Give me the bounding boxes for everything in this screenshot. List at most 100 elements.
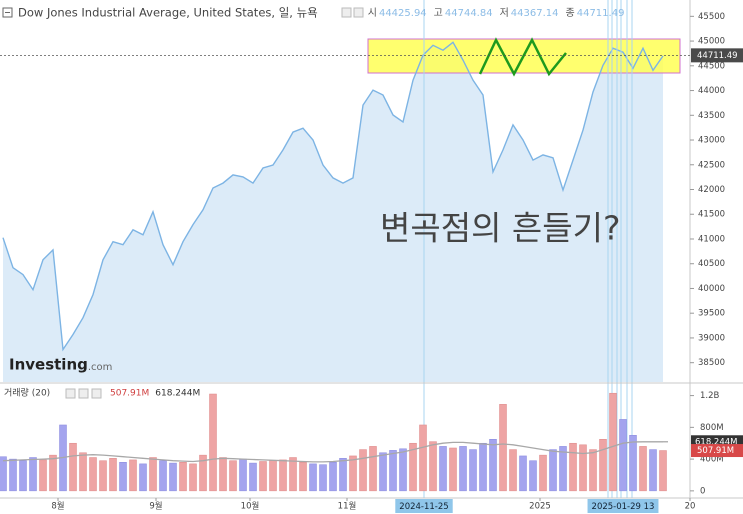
y-tick-label: 40500 xyxy=(698,259,725,269)
volume-bar xyxy=(359,449,367,492)
y-tick-label: 1.2B xyxy=(700,391,720,401)
y-tick-label: 0 xyxy=(700,486,705,496)
ohlc-value: 44425.94 xyxy=(379,8,427,19)
close-icon[interactable] xyxy=(353,7,364,18)
zigzag-annotation xyxy=(478,37,567,77)
volume-bar xyxy=(639,446,647,492)
volume-bar xyxy=(479,442,487,492)
volume-bar xyxy=(39,459,47,492)
x-tick-label: 11월 xyxy=(338,501,357,512)
volume-bar xyxy=(579,444,587,492)
volume-bar xyxy=(299,462,307,492)
volume-ma-line xyxy=(2,441,663,463)
logo: Investing xyxy=(9,356,88,374)
volume-bar xyxy=(509,449,517,492)
volume-bar xyxy=(69,442,77,492)
volume-value-box xyxy=(691,444,743,458)
volume-bar xyxy=(249,462,257,492)
volume-bar xyxy=(19,460,27,492)
volume-bar xyxy=(129,459,137,492)
chart-title: Dow Jones Industrial Average, United Sta… xyxy=(18,6,318,20)
volume-ma-last: 618.244M xyxy=(155,389,200,399)
volume-bar xyxy=(99,460,107,492)
volume-bar xyxy=(309,463,317,492)
volume-bar xyxy=(549,449,557,492)
ohlc-value: 44711.49 xyxy=(577,8,625,19)
volume-bar xyxy=(489,439,497,492)
volume-bar xyxy=(529,460,537,492)
ohlc-label: 시 xyxy=(368,7,377,19)
ohlc-value: 44744.84 xyxy=(445,8,493,19)
volume-bar xyxy=(329,462,337,492)
volume-bar xyxy=(169,462,177,492)
y-tick-label: 42500 xyxy=(698,160,725,170)
y-tick-label: 400M xyxy=(700,455,724,465)
y-tick-label: 38500 xyxy=(698,358,725,368)
last-price-box xyxy=(691,48,743,63)
y-tick-label: 44500 xyxy=(698,61,725,71)
logo-suffix: .com xyxy=(88,362,113,373)
volume-bar xyxy=(89,457,97,492)
close-icon[interactable] xyxy=(91,388,102,399)
collapse-icon[interactable] xyxy=(2,7,13,18)
volume-bar xyxy=(219,457,227,492)
y-tick-label: 800M xyxy=(700,423,724,433)
y-tick-label: 43000 xyxy=(698,136,725,146)
annotation-text: 변곡점의 흔들기? xyxy=(380,209,621,248)
y-tick-label: 40000 xyxy=(698,284,725,294)
settings-icon[interactable] xyxy=(341,7,352,18)
volume-bar xyxy=(109,458,117,492)
ohlc-label: 종 xyxy=(566,7,575,19)
volume-last: 507.91M xyxy=(110,389,149,399)
volume-bar xyxy=(609,392,617,492)
settings-icon[interactable] xyxy=(78,388,89,399)
price-line-layer xyxy=(2,41,664,352)
y-tick-label: 43500 xyxy=(698,111,725,121)
volume-bar xyxy=(79,452,87,492)
x-tick-label: 20 xyxy=(685,502,696,512)
volume-bar xyxy=(469,449,477,492)
volume-bar xyxy=(149,457,157,492)
volume-bar xyxy=(379,452,387,492)
volume-bar xyxy=(419,424,427,492)
ohlc-label: 저 xyxy=(500,7,509,19)
volume-bar xyxy=(369,446,377,492)
volume-bar xyxy=(289,457,297,492)
price-layer xyxy=(3,42,663,383)
ma-value-label: 618.244M xyxy=(695,437,737,447)
volume-bar xyxy=(209,393,217,492)
volume-bar xyxy=(519,455,527,492)
volume-icons xyxy=(65,388,102,399)
visibility-icon[interactable] xyxy=(65,388,76,399)
volume-bar xyxy=(319,464,327,492)
volume-bar xyxy=(629,435,637,492)
volume-bar xyxy=(339,458,347,492)
volume-bar xyxy=(49,454,57,492)
volume-bar xyxy=(409,442,417,492)
volume-bar xyxy=(119,462,127,492)
cursor-label: 2025-01-29 13 xyxy=(592,502,655,512)
volume-value-label: 507.91M xyxy=(697,446,734,456)
volume-bar xyxy=(459,446,467,492)
y-tick-label: 41500 xyxy=(698,210,725,220)
cursor-label-box xyxy=(587,499,659,513)
volume-bar xyxy=(259,461,267,492)
volume-bar xyxy=(599,439,607,492)
volume-bar xyxy=(399,448,407,492)
volume-bar xyxy=(349,455,357,492)
x-tick-label: 10월 xyxy=(241,501,260,512)
volume-bar xyxy=(569,442,577,492)
volume-bar xyxy=(439,446,447,492)
cursor-label-box xyxy=(395,499,453,513)
volume-bar xyxy=(559,446,567,492)
x-tick-label: 8월 xyxy=(51,501,64,512)
volume-bar xyxy=(449,447,457,492)
volume-bar xyxy=(389,450,397,492)
y-tick-label: 44000 xyxy=(698,86,725,96)
ohlc-label: 고 xyxy=(434,8,443,19)
x-tick-label: 9월 xyxy=(149,501,162,512)
volume-bar xyxy=(139,463,147,492)
volume-bar xyxy=(29,457,37,492)
price-line xyxy=(2,41,664,352)
